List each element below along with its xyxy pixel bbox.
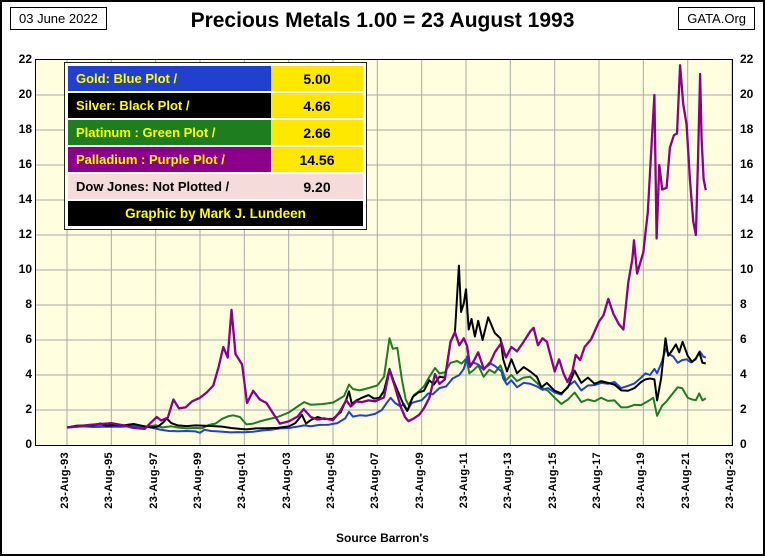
legend-row-platinum: Platinum : Green Plot /2.66 — [68, 120, 363, 145]
y-tick-label: 22 — [18, 52, 32, 66]
y-tick-label: 0 — [25, 437, 32, 451]
legend-label: Platinum : Green Plot / — [68, 120, 271, 145]
x-tick-label: 23-Aug-17 — [591, 452, 603, 509]
y-tick-label: 10 — [18, 262, 32, 276]
legend-label: Gold: Blue Plot / — [68, 66, 271, 91]
y-tick-label: 16 — [18, 157, 32, 171]
legend-value: 14.56 — [271, 147, 363, 172]
y-tick-label: 10 — [740, 262, 754, 276]
y-tick-label: 4 — [25, 367, 32, 381]
y-tick-label: 16 — [740, 157, 754, 171]
legend-label: Palladium : Purple Plot / — [68, 147, 271, 172]
legend-value: 4.66 — [271, 93, 363, 118]
chart-title: Precious Metals 1.00 = 23 August 1993 — [190, 9, 575, 32]
y-tick-label: 8 — [25, 297, 32, 311]
legend-row-credit: Graphic by Mark J. Lundeen — [68, 201, 363, 226]
x-tick-label: 23-Aug-01 — [236, 452, 248, 509]
y-tick-label: 18 — [18, 122, 32, 136]
legend-row-dow-jones: Dow Jones: Not Plotted /9.20 — [68, 174, 363, 199]
x-tick-label: 23-Aug-05 — [325, 452, 337, 509]
legend-value: 9.20 — [271, 174, 363, 199]
legend: Gold: Blue Plot /5.00 Silver: Black Plot … — [64, 62, 367, 230]
y-tick-label: 22 — [740, 52, 754, 66]
x-tick-label: 23-Aug-13 — [502, 452, 514, 509]
series-line-gold — [66, 347, 707, 434]
y-axis-right: 0 2 4 6 8 10 12 14 16 18 20 22 — [738, 2, 763, 554]
x-tick-label: 23-Aug-11 — [458, 452, 470, 509]
x-tick-label: 23-Aug-07 — [369, 452, 381, 509]
y-axis-left: 0 2 4 6 8 10 12 14 16 18 20 22 — [5, 2, 32, 554]
x-tick-label: 23-Aug-09 — [414, 452, 426, 509]
y-tick-label: 18 — [740, 122, 754, 136]
legend-value: 2.66 — [271, 120, 363, 145]
legend-label: Silver: Black Plot / — [68, 93, 271, 118]
y-tick-label: 20 — [740, 87, 754, 101]
x-tick-label: 23-Aug-93 — [59, 452, 71, 509]
x-tick-label: 23-Aug-99 — [192, 452, 204, 509]
source-label: Source Barron's — [336, 531, 429, 545]
x-tick-label: 23-Aug-23 — [724, 452, 736, 509]
x-tick-label: 23-Aug-21 — [680, 452, 692, 509]
x-tick-label: 23-Aug-15 — [547, 452, 559, 509]
series-line-platinum — [66, 337, 707, 430]
y-tick-label: 6 — [740, 332, 747, 346]
x-tick-label: 23-Aug-19 — [635, 452, 647, 509]
series-line-palladium — [66, 64, 707, 431]
x-tick-label: 23-Aug-03 — [281, 452, 293, 509]
series-line-silver — [66, 264, 706, 431]
x-tick-label: 23-Aug-95 — [103, 452, 115, 509]
legend-row-silver: Silver: Black Plot /4.66 — [68, 93, 363, 118]
date-box: 03 June 2022 — [10, 7, 107, 30]
legend-row-gold: Gold: Blue Plot /5.00 — [68, 66, 363, 91]
y-tick-label: 4 — [740, 367, 747, 381]
y-tick-label: 2 — [740, 402, 747, 416]
legend-label: Dow Jones: Not Plotted / — [68, 174, 271, 199]
legend-value: 5.00 — [271, 66, 363, 91]
gata-org-box: GATA.Org — [678, 7, 755, 30]
y-tick-label: 6 — [25, 332, 32, 346]
y-tick-label: 12 — [18, 227, 32, 241]
y-tick-label: 2 — [25, 402, 32, 416]
y-tick-label: 20 — [18, 87, 32, 101]
x-tick-label: 23-Aug-97 — [148, 452, 160, 509]
gata-org-text: GATA.Org — [687, 11, 746, 26]
legend-row-palladium: Palladium : Purple Plot /14.56 — [68, 147, 363, 172]
y-tick-label: 8 — [740, 297, 747, 311]
y-tick-label: 14 — [18, 192, 32, 206]
y-tick-label: 14 — [740, 192, 754, 206]
y-tick-label: 12 — [740, 227, 754, 241]
y-tick-label: 0 — [740, 437, 747, 451]
date-text: 03 June 2022 — [19, 11, 98, 26]
plot-area — [35, 59, 733, 446]
